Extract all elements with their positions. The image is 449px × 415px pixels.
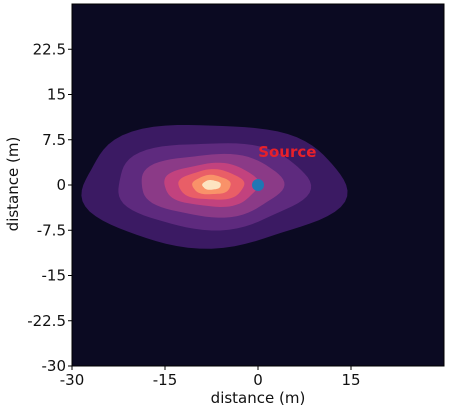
y-tick-label: -22.5 <box>27 312 66 330</box>
y-tick-label: 22.5 <box>33 40 66 58</box>
y-axis: -30 -22.5 -15 -7.5 0 7.5 15 22.5 <box>27 40 72 375</box>
x-tick-label: -30 <box>60 371 85 389</box>
x-axis: -30 -15 0 15 <box>60 366 361 389</box>
x-tick-label: 15 <box>341 371 360 389</box>
y-tick-label: -30 <box>42 357 67 375</box>
y-tick-label: -7.5 <box>37 221 66 239</box>
source-label: Source <box>258 143 316 161</box>
source-marker <box>252 179 264 191</box>
y-tick-label: 7.5 <box>42 131 66 149</box>
y-tick-label: 15 <box>47 86 66 104</box>
y-axis-label: distance (m) <box>4 137 22 232</box>
plot-area: Source <box>71 3 445 367</box>
contour-level-7 <box>202 180 221 190</box>
x-tick-label: -15 <box>153 371 178 389</box>
y-tick-label: -15 <box>42 267 67 285</box>
x-axis-label: distance (m) <box>211 389 306 407</box>
x-tick-label: 0 <box>253 371 263 389</box>
y-tick-label: 0 <box>56 176 66 194</box>
